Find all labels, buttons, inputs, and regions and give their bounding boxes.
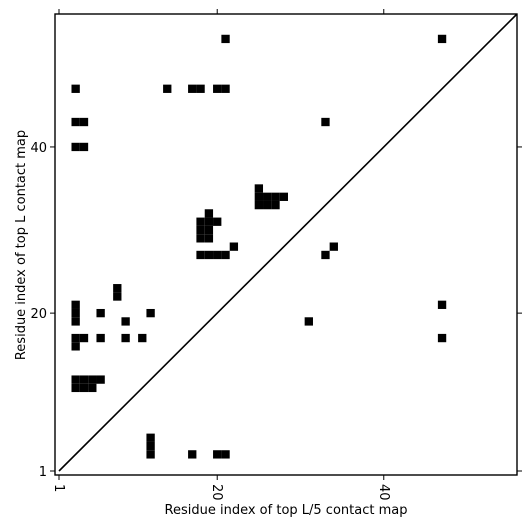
x-axis-label: Residue index of top L/5 contact map	[165, 503, 408, 518]
contact-cell	[263, 200, 272, 210]
contact-cell	[254, 192, 264, 201]
contact-cells	[71, 34, 447, 459]
contact-cell	[113, 284, 122, 293]
contact-cell	[437, 300, 447, 309]
x-tick-label: 40	[376, 484, 391, 501]
y-tick-labels: 1 20 40	[30, 141, 47, 480]
contact-cell	[196, 217, 205, 226]
contact-cell	[204, 209, 214, 218]
contact-cell	[263, 192, 272, 201]
contact-cell	[146, 441, 155, 451]
contact-cell	[254, 184, 264, 193]
contact-cell	[71, 333, 80, 343]
contact-cell	[121, 317, 130, 326]
contact-cell	[321, 250, 330, 260]
contact-cell	[146, 450, 155, 459]
contact-cell	[71, 300, 80, 309]
contact-cell	[213, 217, 222, 226]
contact-cell	[196, 225, 205, 235]
contact-cell	[213, 84, 222, 93]
contact-cell	[71, 317, 80, 326]
x-tick-label: 20	[209, 484, 224, 501]
contact-cell	[96, 375, 105, 384]
contact-cell	[79, 375, 89, 384]
contact-cell	[79, 117, 89, 127]
contact-cell	[204, 217, 214, 226]
y-tick-label: 20	[30, 307, 47, 322]
contact-cell	[71, 142, 80, 152]
contact-cell	[88, 383, 97, 393]
contact-cell	[213, 450, 222, 459]
contact-cell	[71, 342, 80, 351]
contact-cell	[71, 375, 80, 384]
y-axis-label: Residue index of top L contact map	[14, 130, 29, 360]
contact-cell	[163, 84, 172, 93]
contact-cell	[437, 34, 447, 44]
contact-cell	[196, 234, 205, 243]
contact-cell	[213, 250, 222, 260]
contact-cell	[96, 333, 105, 343]
contact-cell	[204, 250, 214, 260]
contact-cell	[221, 34, 230, 44]
contact-cell	[88, 375, 97, 384]
diagonal-line	[58, 13, 518, 472]
contact-cell	[79, 142, 89, 152]
contact-cell	[79, 333, 89, 343]
contact-cell	[279, 192, 288, 201]
contact-cell	[229, 242, 239, 251]
contact-cell	[221, 250, 230, 260]
plot-frame	[54, 13, 518, 476]
contact-cell	[221, 84, 230, 93]
contact-cell	[271, 200, 280, 210]
contact-cell	[71, 383, 80, 393]
y-tick-label: 1	[39, 465, 47, 480]
contact-cell	[146, 308, 155, 318]
x-tick-label: 1	[51, 484, 66, 492]
contact-cell	[113, 292, 122, 301]
contact-cell	[188, 450, 197, 459]
contact-cell	[304, 317, 313, 326]
x-tick-labels: 1 20 40	[51, 484, 391, 501]
contact-cell	[204, 225, 214, 235]
contact-cell	[79, 383, 89, 393]
contact-cell	[204, 234, 214, 243]
contact-cell	[71, 308, 80, 318]
contact-cell	[196, 250, 205, 260]
contact-cell	[71, 84, 80, 93]
contact-cell	[71, 117, 80, 127]
contact-cell	[121, 333, 130, 343]
y-tick-label: 40	[30, 141, 47, 156]
contact-cell	[329, 242, 338, 251]
contact-cell	[196, 84, 205, 93]
contact-cell	[221, 450, 230, 459]
tick-marks	[50, 9, 522, 480]
contact-cell	[437, 333, 447, 343]
contact-cell	[271, 192, 280, 201]
contact-cell	[146, 433, 155, 442]
contact-cell	[254, 200, 264, 210]
contact-cell	[188, 84, 197, 93]
contact-cell	[321, 117, 330, 127]
contact-cell	[138, 333, 147, 343]
contact-cell	[96, 308, 105, 318]
